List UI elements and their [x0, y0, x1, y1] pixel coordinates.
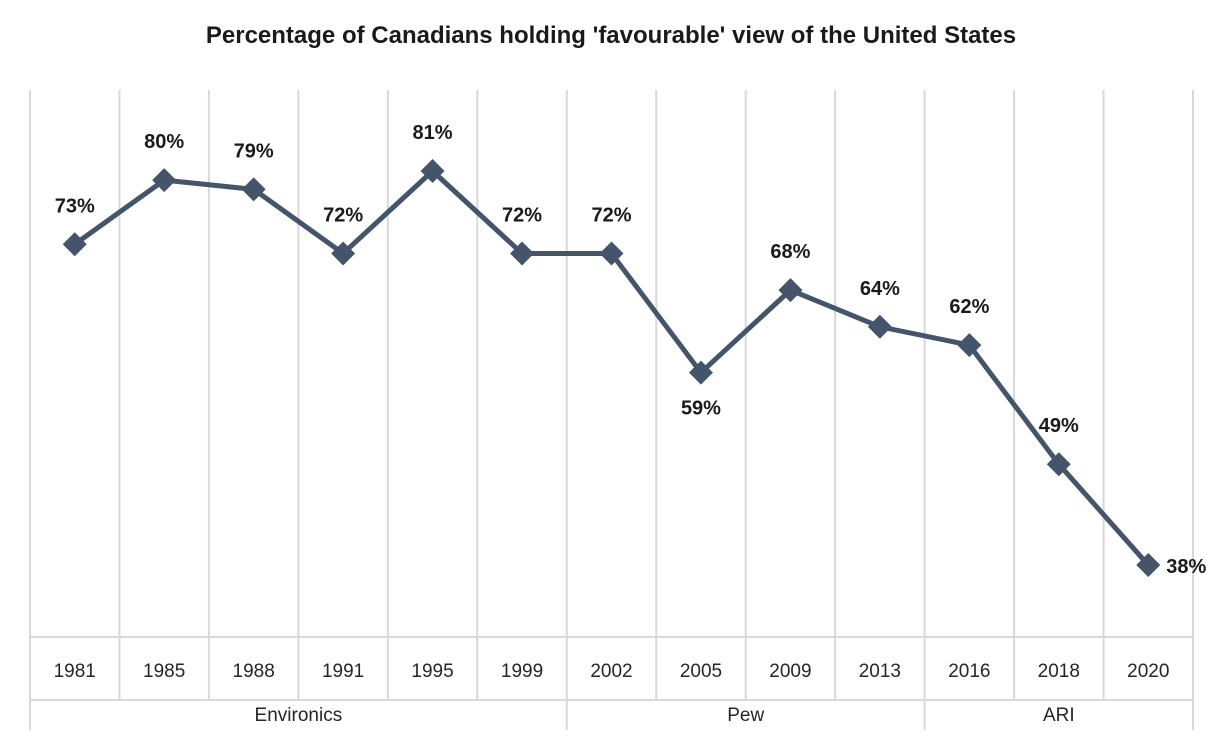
data-label: 64%: [860, 278, 900, 300]
x-tick-label: 1995: [411, 661, 453, 682]
group-label: Pew: [727, 705, 764, 726]
data-point-marker: [957, 333, 982, 358]
data-point-marker: [62, 232, 87, 257]
data-label: 73%: [55, 195, 95, 217]
x-tick-label: 2020: [1127, 661, 1169, 682]
data-label: 62%: [949, 296, 989, 318]
data-point-marker: [241, 177, 266, 202]
x-tick-label: 1988: [233, 661, 275, 682]
x-tick-label: 1999: [501, 661, 543, 682]
chart-title: Percentage of Canadians holding 'favoura…: [205, 22, 1017, 49]
data-label: 68%: [770, 241, 810, 263]
x-tick-label: 1985: [143, 661, 185, 682]
data-point-marker: [599, 241, 624, 266]
x-tick-label: 1981: [54, 661, 96, 682]
data-label: 81%: [413, 122, 453, 144]
group-label: Environics: [255, 705, 343, 726]
x-tick-label: 1991: [322, 661, 364, 682]
data-label: 59%: [681, 398, 721, 420]
group-label: ARI: [1043, 705, 1075, 726]
x-tick-label: 2002: [590, 661, 632, 682]
x-tick-label: 2018: [1038, 661, 1080, 682]
data-label: 72%: [323, 204, 363, 226]
data-label: 72%: [502, 204, 542, 226]
data-label: 49%: [1039, 415, 1079, 437]
x-tick-label: 2013: [859, 661, 901, 682]
x-tick-label: 2009: [769, 661, 811, 682]
data-point-marker: [1046, 452, 1071, 477]
data-label: 38%: [1166, 556, 1206, 578]
data-point-marker: [152, 168, 177, 193]
series-line: [73, 168, 1151, 567]
data-label: 72%: [591, 204, 631, 226]
data-point-marker: [420, 159, 445, 183]
data-label: 79%: [234, 140, 274, 162]
data-point-marker: [867, 314, 892, 339]
x-tick-label: 2016: [948, 661, 990, 682]
data-point-marker: [1136, 553, 1161, 577]
data-point-marker: [510, 241, 535, 266]
data-point-marker: [778, 278, 803, 303]
data-point-marker: [688, 360, 713, 385]
data-point-marker: [331, 241, 356, 266]
x-tick-label: 2005: [680, 661, 722, 682]
data-label: 80%: [144, 131, 184, 153]
